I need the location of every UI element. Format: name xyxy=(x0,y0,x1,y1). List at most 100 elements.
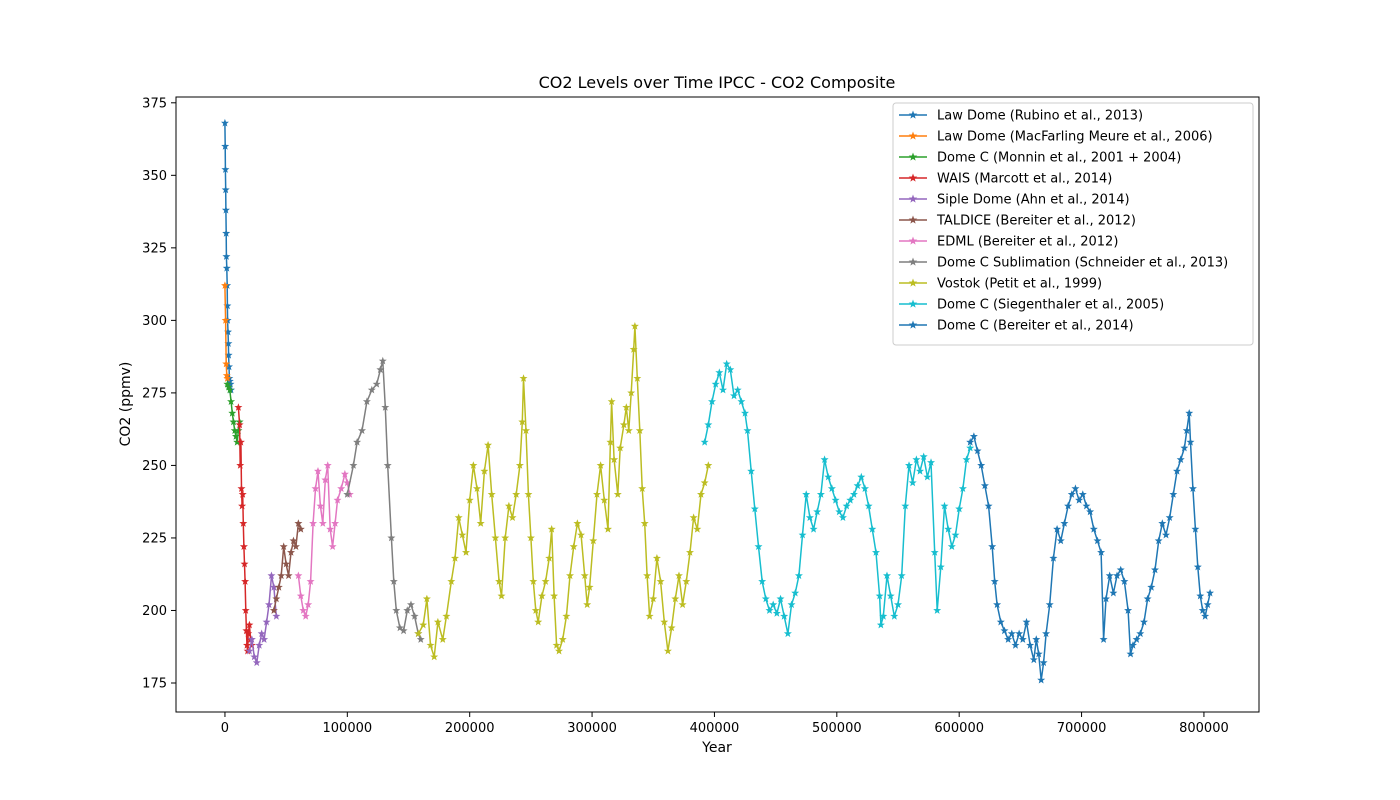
data-point-marker xyxy=(1136,629,1145,638)
data-point-marker xyxy=(897,571,906,580)
data-point-marker xyxy=(426,641,435,649)
data-point-marker xyxy=(958,484,967,492)
data-point-marker xyxy=(454,513,463,521)
data-point-marker xyxy=(813,507,822,516)
data-point-marker xyxy=(239,542,248,550)
data-point-marker xyxy=(257,629,266,638)
data-point-marker xyxy=(245,620,254,629)
data-point-marker xyxy=(1099,635,1108,643)
data-point-marker xyxy=(743,426,752,434)
data-point-marker xyxy=(733,385,742,394)
data-point-marker xyxy=(222,252,231,260)
data-point-marker xyxy=(376,365,385,374)
data-point-marker xyxy=(1193,562,1202,571)
data-point-marker xyxy=(1086,507,1095,516)
data-point-marker xyxy=(700,438,709,446)
y-tick-label: 250 xyxy=(142,459,167,474)
data-point-marker xyxy=(277,571,286,580)
data-point-marker xyxy=(1186,438,1195,446)
data-point-marker xyxy=(331,519,340,527)
data-point-marker xyxy=(966,443,975,452)
data-point-marker xyxy=(562,612,571,620)
data-point-marker xyxy=(1034,649,1043,658)
data-point-marker xyxy=(224,382,233,391)
data-point-marker xyxy=(886,591,895,600)
data-point-marker xyxy=(726,365,735,374)
series-line xyxy=(417,325,710,658)
data-point-marker xyxy=(416,635,425,643)
legend-item: Law Dome (MacFarling Meure et al., 2006) xyxy=(899,130,1213,145)
data-point-marker xyxy=(627,388,636,397)
data-point-marker xyxy=(923,472,932,481)
data-point-marker xyxy=(589,536,598,545)
data-point-marker xyxy=(267,571,276,580)
data-point-marker xyxy=(1154,536,1163,545)
data-point-marker xyxy=(399,626,408,635)
data-point-marker xyxy=(857,472,866,481)
data-point-marker xyxy=(593,490,601,498)
data-point-marker xyxy=(497,591,506,600)
data-point-marker xyxy=(890,612,899,620)
data-point-marker xyxy=(1015,629,1024,638)
data-point-marker xyxy=(1120,577,1129,585)
legend-label: Dome C Sublimation (Schneider et al., 20… xyxy=(937,256,1228,271)
data-point-marker xyxy=(1151,565,1159,574)
data-point-marker xyxy=(372,380,381,388)
data-point-marker xyxy=(244,629,253,638)
data-point-marker xyxy=(221,142,230,150)
data-point-marker xyxy=(558,635,567,643)
data-point-marker xyxy=(522,426,530,434)
data-point-marker xyxy=(239,519,248,527)
data-point-marker xyxy=(422,594,431,603)
data-point-marker xyxy=(1147,583,1156,591)
data-point-marker xyxy=(879,612,888,620)
data-point-marker xyxy=(577,530,585,539)
data-point-marker xyxy=(410,612,419,620)
data-point-marker xyxy=(619,420,628,429)
data-point-marker xyxy=(378,356,387,365)
data-point-marker xyxy=(473,484,481,492)
series-2-law-dome-macfarling-meure-et-al-2006 xyxy=(221,281,232,382)
data-point-marker xyxy=(1113,571,1121,580)
data-point-marker xyxy=(980,481,989,490)
data-point-marker xyxy=(309,519,318,527)
data-point-marker xyxy=(772,609,781,617)
data-point-marker xyxy=(1196,591,1205,600)
data-point-marker xyxy=(1007,629,1016,638)
data-point-marker xyxy=(524,490,533,498)
data-point-marker xyxy=(1109,588,1118,597)
data-point-marker xyxy=(940,501,949,510)
y-tick-label: 325 xyxy=(142,241,167,256)
legend-star-marker xyxy=(908,110,918,119)
data-point-marker xyxy=(622,403,631,411)
data-point-marker xyxy=(279,542,288,550)
data-point-marker xyxy=(850,490,858,498)
data-point-marker xyxy=(838,513,847,521)
legend-item: Siple Dome (Ahn et al., 2014) xyxy=(899,193,1130,208)
data-point-marker xyxy=(944,525,953,533)
data-point-marker xyxy=(1126,649,1135,658)
data-point-marker xyxy=(693,525,702,533)
plot-frame xyxy=(175,96,1260,713)
data-point-marker xyxy=(487,490,496,498)
series-9-vostok-petit-et-al-1999 xyxy=(414,322,713,661)
data-point-marker xyxy=(1018,635,1027,643)
data-point-marker xyxy=(787,600,796,609)
data-point-marker xyxy=(358,426,366,434)
data-point-marker xyxy=(697,490,705,498)
data-point-marker xyxy=(241,606,250,614)
data-point-marker xyxy=(864,501,873,510)
legend-item: EDML (Bereiter et al., 2012) xyxy=(899,235,1118,250)
data-point-marker xyxy=(747,467,756,475)
data-point-marker xyxy=(1067,490,1076,498)
data-point-marker xyxy=(1026,641,1035,649)
data-point-marker xyxy=(407,600,415,609)
data-point-marker xyxy=(541,577,550,585)
data-point-marker xyxy=(1180,443,1189,452)
data-point-marker xyxy=(573,519,582,527)
series-7-edml-bereiter-et-al-2012 xyxy=(294,461,354,620)
data-point-marker xyxy=(984,501,993,510)
data-point-marker xyxy=(226,380,235,388)
data-point-marker xyxy=(529,577,538,585)
legend-item: Dome C (Monnin et al., 2001 + 2004) xyxy=(899,151,1181,166)
